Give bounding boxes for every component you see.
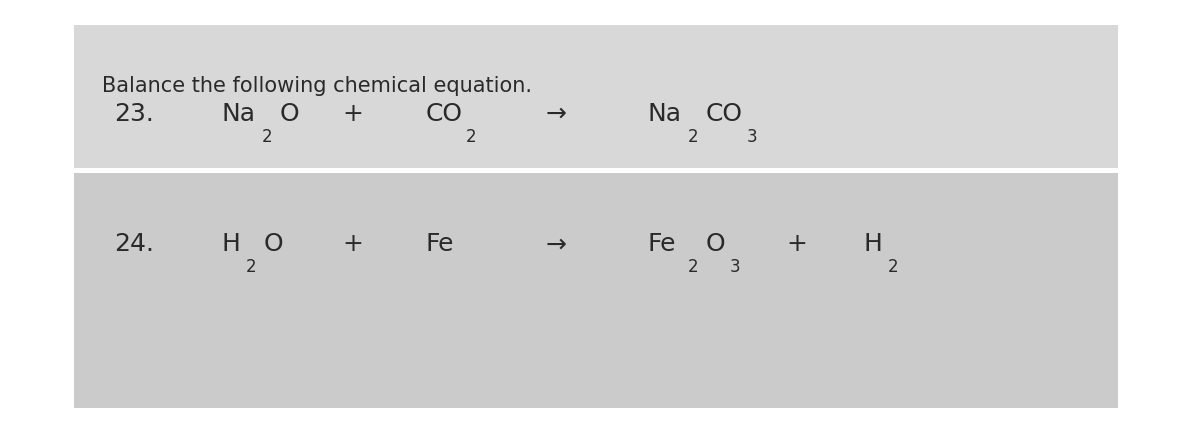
Text: →: → <box>546 232 568 256</box>
FancyBboxPatch shape <box>74 25 1118 168</box>
Text: 23.: 23. <box>114 101 154 126</box>
Text: O: O <box>706 232 725 256</box>
Text: 2: 2 <box>888 258 899 276</box>
Text: 2: 2 <box>262 128 272 146</box>
FancyBboxPatch shape <box>74 173 1118 408</box>
Text: 2: 2 <box>246 258 257 276</box>
Text: 2: 2 <box>466 128 476 146</box>
Text: H: H <box>222 232 241 256</box>
Text: CO: CO <box>426 101 463 126</box>
Text: Balance the following chemical equation.: Balance the following chemical equation. <box>102 76 532 96</box>
Text: +: + <box>342 101 362 126</box>
Text: 24.: 24. <box>114 232 154 256</box>
Text: +: + <box>786 232 806 256</box>
Text: 3: 3 <box>746 128 757 146</box>
Text: CO: CO <box>706 101 743 126</box>
Text: Fe: Fe <box>648 232 677 256</box>
Text: Na: Na <box>222 101 256 126</box>
Text: Na: Na <box>648 101 682 126</box>
Text: 3: 3 <box>730 258 740 276</box>
Text: 2: 2 <box>688 128 698 146</box>
Text: →: → <box>546 101 568 126</box>
Text: O: O <box>264 232 283 256</box>
Text: O: O <box>280 101 299 126</box>
Text: +: + <box>342 232 362 256</box>
Text: Fe: Fe <box>426 232 455 256</box>
Text: H: H <box>864 232 883 256</box>
Text: 2: 2 <box>688 258 698 276</box>
